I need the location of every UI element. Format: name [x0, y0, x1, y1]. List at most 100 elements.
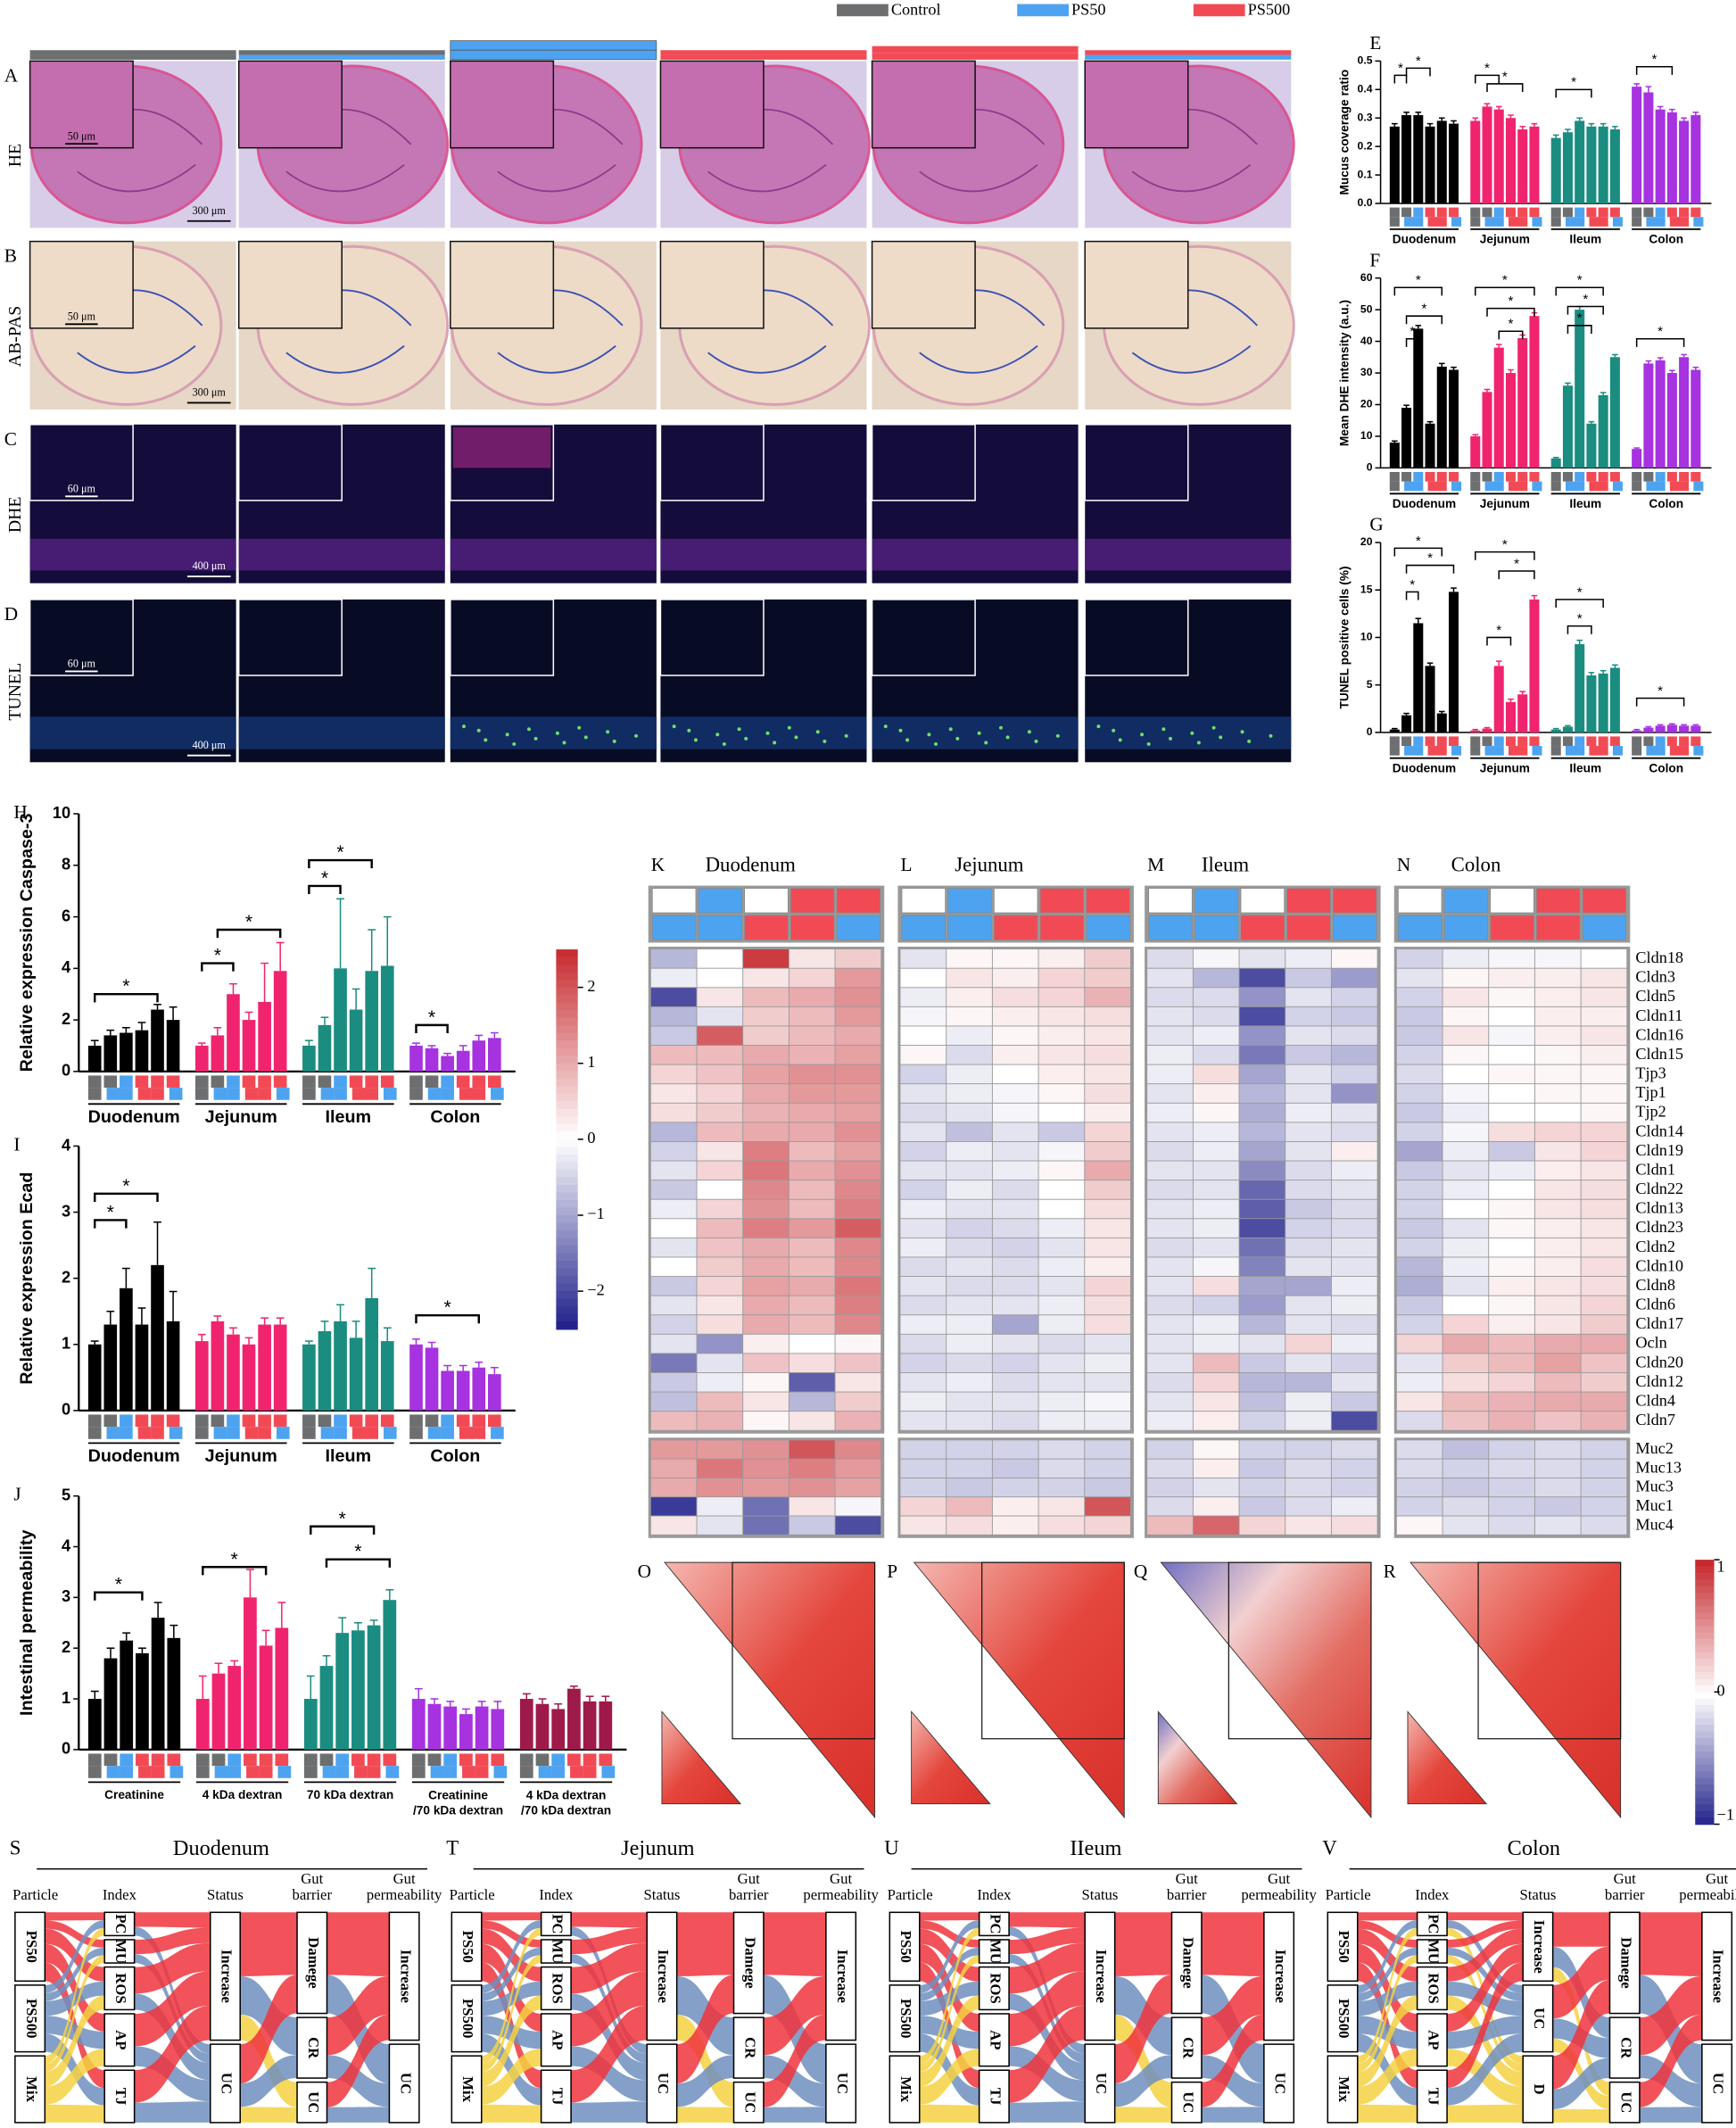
sankey-flow: [134, 1912, 211, 1928]
heatmap-cell: [789, 1412, 835, 1430]
heatmap-cell: [1534, 1141, 1581, 1161]
apoptotic-dot: [844, 733, 848, 738]
heatmap-cell: [1085, 1141, 1130, 1161]
sankey-node: [978, 1911, 1010, 1937]
heatmap-cell: [992, 1277, 1038, 1296]
column-header: Index: [1415, 1886, 1450, 1903]
group-marker: [1598, 736, 1608, 747]
sankey-flow: [571, 1971, 648, 2047]
bar: [365, 1297, 379, 1411]
group-marker: [1586, 471, 1597, 482]
group-marker: [87, 1088, 102, 1100]
sankey-flow: [919, 2049, 980, 2105]
node-label: AP: [550, 2030, 566, 2049]
sankey-flow: [45, 1955, 105, 2073]
node-label: ROS: [1426, 1973, 1443, 2003]
bar: [1413, 328, 1424, 468]
heatmap-cell: [1489, 1372, 1534, 1392]
group-marker: [194, 1088, 209, 1100]
colorbar-segment: [556, 1162, 578, 1171]
group-marker: [227, 1088, 240, 1100]
significance-star: *: [443, 1296, 451, 1318]
bar: [491, 1709, 505, 1750]
bar: [1655, 109, 1666, 204]
group-marker: [383, 1088, 397, 1100]
node-label: UC: [1272, 2073, 1289, 2094]
heatmap-cell: [835, 1277, 881, 1296]
heatmap-cell: [947, 1122, 992, 1141]
heatmap-cell: [1581, 1315, 1627, 1334]
colorbar-segment: [1695, 1659, 1715, 1667]
bar: [136, 1652, 149, 1750]
inset: [659, 599, 765, 676]
colorbar-segment: [556, 1017, 578, 1026]
heatmap-cell: [835, 1064, 881, 1084]
colorbar-segment: [556, 949, 578, 958]
y-tick-label: 5: [62, 1485, 70, 1503]
heatmap-cell: [1285, 1122, 1331, 1141]
heatmap-cell: [1396, 1084, 1443, 1103]
heatmap-cell: [1285, 1459, 1331, 1478]
heatmap-cell: [1443, 1334, 1489, 1354]
sankey-flow: [134, 1927, 211, 1955]
panel-letter: H: [13, 801, 27, 823]
significance-bracket: [1567, 305, 1604, 315]
x-tick-label: Jejunum: [1480, 761, 1530, 774]
heatmap-cell: [1396, 1026, 1443, 1046]
row-label: DHE: [5, 497, 25, 534]
bar: [1517, 338, 1528, 468]
tissue-band: [450, 538, 657, 571]
tissue-band: [1085, 716, 1292, 749]
heatmap-cell: [835, 1516, 881, 1535]
inset: [237, 424, 343, 501]
heatmap-cell: [1239, 1516, 1285, 1535]
heatmap-cell: [1193, 1064, 1239, 1084]
x-tick-label: Jejunum: [205, 1107, 277, 1127]
heatmap-cell: [697, 1354, 743, 1373]
colorbar-segment: [556, 1184, 578, 1194]
heatmap-cell: [1147, 1199, 1193, 1219]
group-marker: [211, 1075, 225, 1089]
group-marker: [411, 1766, 426, 1778]
heatmap-cell: [1489, 1412, 1534, 1430]
group-marker: [1550, 736, 1561, 747]
group-marker: [87, 1427, 102, 1439]
heatmap-cell: [1285, 1180, 1331, 1199]
column-marker: [1397, 915, 1443, 940]
sankey-flow: [1009, 2101, 1086, 2123]
scale-label: 50 μm: [68, 310, 96, 322]
heatmap-cell: [1038, 1199, 1085, 1219]
heatmap-cell: [947, 1516, 992, 1535]
significance-bracket: [1393, 74, 1408, 84]
column-marker: [789, 915, 835, 940]
sankey-node: [978, 1939, 1010, 1964]
heatmap-cell: [835, 1412, 881, 1430]
group-marker: [1679, 746, 1690, 756]
group-marker: [1609, 207, 1620, 218]
panel-letter: E: [1369, 32, 1381, 54]
sankey-node: [1327, 1911, 1359, 1983]
heatmap-cell: [1193, 1180, 1239, 1199]
heatmap-cell: [1443, 1354, 1489, 1373]
heatmap-cell: [1396, 1238, 1443, 1257]
significance-star: *: [1583, 292, 1588, 307]
heatmap-cell: [1581, 1334, 1627, 1354]
bar: [87, 1344, 102, 1411]
heatmap-cell: [1038, 988, 1085, 1006]
tissue-band: [872, 716, 1079, 749]
group-marker: [365, 1075, 379, 1089]
bar: [151, 1264, 164, 1411]
sankey-node: [296, 2081, 328, 2124]
sankey-flow: [1447, 2104, 1524, 2123]
heatmap-cell: [1331, 988, 1377, 1006]
heatmap-cell: [1489, 1180, 1534, 1199]
group-bar: [29, 50, 236, 55]
sankey-node: [1416, 1939, 1448, 1964]
sankey-flow: [1114, 2107, 1172, 2123]
sankey-flow: [45, 1947, 105, 2001]
heatmap-cell: [789, 1180, 835, 1199]
significance-star: *: [1409, 324, 1415, 339]
row-label: Muc13: [1635, 1458, 1682, 1476]
heatmap-cell: [1193, 1103, 1239, 1122]
colorbar-segment: [556, 1222, 578, 1231]
